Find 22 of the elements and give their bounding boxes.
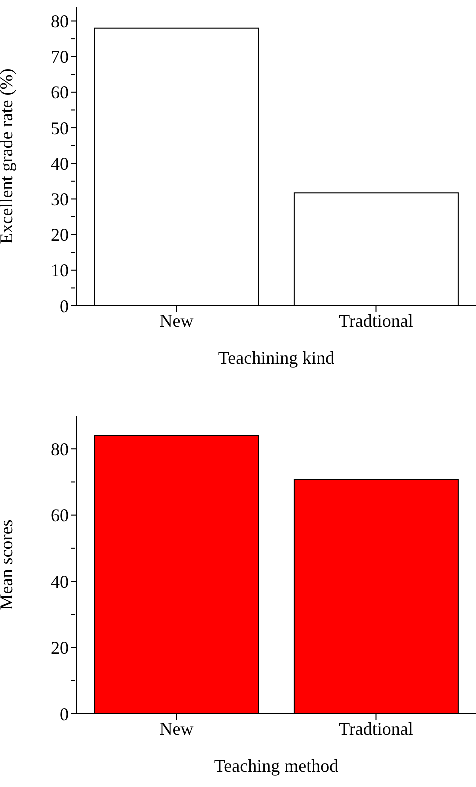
y-tick-label: 0 <box>60 296 69 316</box>
y-tick-label: 60 <box>51 506 69 526</box>
x-tick-label: New <box>160 718 194 739</box>
y-tick-label: 40 <box>51 572 69 592</box>
y-tick-label: 40 <box>51 154 69 174</box>
y-axis-title: Excellent grade rate (%) <box>0 68 16 244</box>
x-tick-label: Tradtional <box>339 718 414 739</box>
x-tick-label: Tradtional <box>339 310 414 331</box>
y-tick-label: 80 <box>51 439 69 460</box>
y-tick-label: 80 <box>51 12 69 32</box>
x-tick-label: New <box>160 310 194 331</box>
x-axis-title: Teachining kind <box>218 348 335 368</box>
y-tick-label: 0 <box>60 704 69 724</box>
x-axis-title: Teaching method <box>214 756 339 776</box>
y-tick-label: 70 <box>51 47 69 68</box>
y-tick-label: 60 <box>51 82 69 103</box>
y-tick-label: 50 <box>51 118 69 138</box>
y-tick-label: 10 <box>51 260 69 281</box>
y-tick-label: 30 <box>51 190 69 210</box>
y-tick-label: 20 <box>51 638 69 658</box>
y-tick-label: 20 <box>51 225 69 246</box>
y-axis-title: Mean scores <box>0 520 16 610</box>
